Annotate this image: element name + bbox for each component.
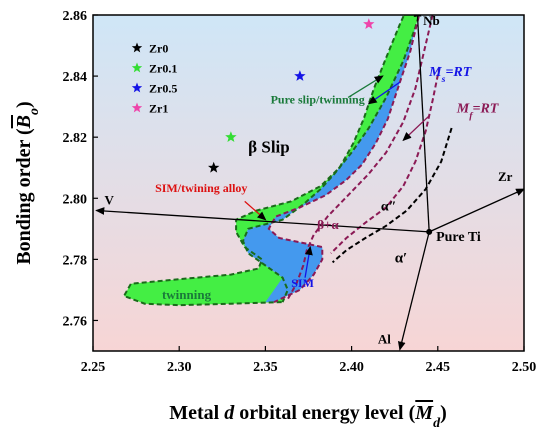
x-tick-label: 2.45 xyxy=(426,360,451,375)
y-tick-label: 2.82 xyxy=(63,131,88,146)
legend-marker-zr0 xyxy=(131,42,143,53)
annotation-twinning: twinning xyxy=(162,287,212,302)
point-zr0 xyxy=(208,161,220,173)
arrow-sim xyxy=(304,245,313,278)
dashed-line-green-bottom-outline xyxy=(241,15,420,303)
vector-label-zr: Zr xyxy=(498,169,513,184)
y-tick-label: 2.86 xyxy=(63,9,88,24)
vector-label-v: V xyxy=(104,192,114,207)
dashed-line-mf-line xyxy=(330,66,441,255)
dashed-line-ms-line xyxy=(286,15,434,300)
vector-v xyxy=(95,207,430,233)
dashed-line-alpha-line xyxy=(331,127,453,264)
legend-label-zr1: Zr1 xyxy=(149,102,168,116)
point-zr0-5 xyxy=(294,70,306,81)
legend-marker-zr0-1 xyxy=(131,62,143,73)
x-tick-label: 2.35 xyxy=(253,360,278,375)
x-tick-label: 2.25 xyxy=(81,360,106,375)
vector-nb xyxy=(413,15,430,232)
y-tick-label: 2.80 xyxy=(63,192,88,207)
annotation-pure-ti: Pure Ti xyxy=(436,230,481,245)
arrow-sim-twin xyxy=(244,200,267,221)
vector-zr xyxy=(428,188,524,233)
y-tick-label: 2.78 xyxy=(63,253,88,268)
legend-label-zr0: Zr0 xyxy=(149,42,168,56)
y-tick-label: 2.84 xyxy=(63,70,88,85)
vector-al xyxy=(397,231,430,351)
annotation-beta-alpha: β+α xyxy=(317,217,339,232)
point-zr0-1 xyxy=(225,131,237,142)
y-axis-label: Bonding order (Bo) xyxy=(13,101,42,264)
legend-marker-zr0-5 xyxy=(131,82,143,93)
plot-frame xyxy=(92,14,525,352)
annotation-sim-twin: SIM/twining alloy xyxy=(155,181,247,195)
annotation-beta-slip: β Slip xyxy=(248,137,290,156)
annotation-pure-slip: Pure slip/twinning xyxy=(271,93,365,107)
vector-label-nb: Nb xyxy=(423,13,440,28)
pure-ti-point xyxy=(426,228,433,235)
legend-label-zr0-1: Zr0.1 xyxy=(149,62,177,76)
annotation-alpha-dprime: α″ xyxy=(381,199,397,214)
x-axis-label: Metal d orbital energy level (Md) xyxy=(169,402,447,431)
legend-label-zr0-5: Zr0.5 xyxy=(149,82,177,96)
dashed-line-green-top-outline xyxy=(122,15,406,307)
arrow-ms xyxy=(367,81,401,105)
arrow-mf xyxy=(402,115,430,142)
legend-marker-zr1 xyxy=(131,102,143,113)
annotation-ms-rt: Ms=RT xyxy=(428,65,473,85)
vector-label-al: Al xyxy=(378,331,391,346)
point-zr1 xyxy=(363,18,375,29)
annotation-alpha-prime: α′ xyxy=(395,250,408,266)
annotation-sim: SIM xyxy=(291,276,314,290)
x-tick-label: 2.40 xyxy=(339,360,364,375)
annotation-mf-rt: Mf=RT xyxy=(456,102,500,122)
x-tick-label: 2.50 xyxy=(512,360,537,375)
arrow-pure-slip xyxy=(347,75,384,99)
dashed-line-blue-outline xyxy=(267,15,421,304)
x-tick-label: 2.30 xyxy=(167,360,192,375)
y-tick-label: 2.76 xyxy=(63,314,88,329)
